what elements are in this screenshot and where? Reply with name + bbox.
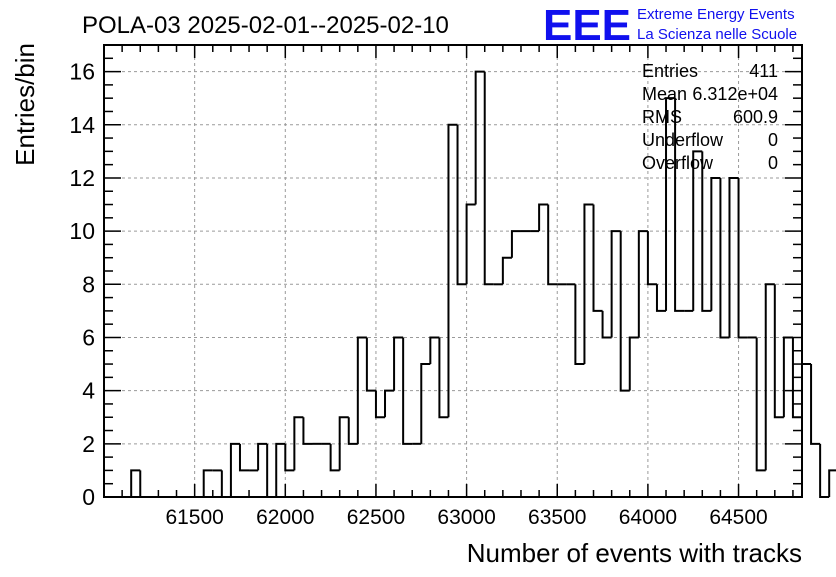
histogram-bin bbox=[719, 177, 730, 339]
histogram-bin bbox=[293, 416, 304, 471]
histogram-bin bbox=[429, 336, 440, 365]
histogram-bin bbox=[338, 416, 349, 471]
x-tick-label: 64000 bbox=[619, 506, 677, 529]
histogram-bin bbox=[810, 364, 821, 445]
histogram-bin bbox=[374, 390, 386, 419]
y-tick-label: 0 bbox=[82, 484, 95, 510]
stats-value: 411 bbox=[749, 61, 778, 81]
x-tick-label: 62000 bbox=[256, 506, 314, 529]
histogram-bin bbox=[764, 283, 775, 471]
stats-label: Underflow bbox=[642, 130, 724, 150]
histogram-bin bbox=[220, 470, 231, 498]
grid bbox=[104, 45, 802, 497]
histogram-bin bbox=[828, 469, 836, 497]
histogram-bin bbox=[773, 284, 784, 419]
histogram-bin bbox=[728, 176, 739, 338]
histogram-bin bbox=[456, 124, 467, 286]
histogram-bin bbox=[257, 442, 268, 471]
logo-line1: Extreme Energy Events bbox=[637, 6, 795, 23]
histogram-bin bbox=[665, 97, 676, 311]
logo-mark: EEE bbox=[543, 1, 631, 50]
histogram-bin bbox=[447, 123, 458, 418]
stats-box: Entries 411 Mean 6.312e+04 RMS 600.9 Underflow… bbox=[642, 61, 778, 173]
y-tick-label: 16 bbox=[69, 59, 95, 85]
stats-value: 0 bbox=[768, 130, 778, 150]
stats-label: Entries bbox=[642, 61, 698, 81]
stats-value: 6.312e+04 bbox=[692, 84, 778, 104]
histogram-bin bbox=[402, 337, 413, 445]
histogram-bin bbox=[365, 337, 376, 392]
histogram-bin bbox=[202, 469, 213, 497]
histogram-bin bbox=[238, 443, 250, 472]
histogram-bin bbox=[737, 177, 748, 339]
y-tick-label: 8 bbox=[82, 271, 95, 297]
histogram-bin bbox=[302, 417, 313, 445]
y-tick-label: 4 bbox=[82, 378, 95, 404]
histogram-bin bbox=[266, 443, 277, 498]
logo-line2: La Scienza nelle Scuole bbox=[637, 26, 797, 43]
histogram-bin bbox=[465, 203, 476, 285]
x-tick-label: 64500 bbox=[709, 506, 767, 529]
x-tick-label: 62500 bbox=[347, 506, 405, 529]
x-tick-label: 63500 bbox=[528, 506, 586, 529]
y-tick-label: 2 bbox=[82, 431, 95, 457]
histogram-bin bbox=[356, 336, 367, 444]
x-axis-label: Number of events with tracks bbox=[467, 538, 802, 568]
histogram-bin bbox=[701, 151, 712, 312]
histogram-bin bbox=[628, 336, 639, 391]
histogram-bin bbox=[284, 443, 295, 472]
stats-label: RMS bbox=[642, 107, 682, 127]
histogram-bin bbox=[619, 231, 630, 392]
x-tick-label: 61500 bbox=[165, 506, 223, 529]
histogram-bin bbox=[538, 203, 549, 232]
eee-logo: EEE Extreme Energy Events La Scienza nel… bbox=[543, 1, 797, 50]
histogram-bin bbox=[547, 204, 558, 286]
x-tick-label: 63000 bbox=[437, 506, 495, 529]
histogram-bin bbox=[801, 363, 812, 418]
stats-value: 600.9 bbox=[733, 107, 778, 127]
histogram-bin bbox=[384, 389, 395, 418]
histogram-bin bbox=[229, 442, 240, 497]
histogram-bin bbox=[637, 230, 648, 338]
histogram-bin bbox=[574, 284, 585, 366]
stats-value: 0 bbox=[768, 153, 778, 173]
stats-label: Overflow bbox=[642, 153, 714, 173]
histogram-bin bbox=[674, 98, 685, 312]
histogram-bin bbox=[692, 150, 703, 311]
y-axis-label: Entries/bin bbox=[10, 43, 40, 166]
histogram-bin bbox=[610, 230, 621, 338]
y-tick-label: 14 bbox=[69, 112, 95, 138]
chart-title: POLA-03 2025-02-01--2025-02-10 bbox=[82, 12, 449, 39]
histogram-bin bbox=[393, 336, 404, 391]
stats-label: Mean bbox=[642, 84, 687, 104]
histogram-bin bbox=[601, 310, 612, 339]
histogram-bin bbox=[329, 443, 340, 472]
histogram-bin bbox=[501, 256, 512, 285]
histogram-bin bbox=[819, 443, 830, 498]
histogram-bin bbox=[139, 470, 150, 498]
histogram-bin bbox=[474, 70, 485, 205]
histogram-bin bbox=[275, 442, 286, 497]
histogram-bin bbox=[755, 337, 766, 472]
histogram-bin bbox=[782, 336, 793, 418]
histogram-bin bbox=[510, 230, 521, 258]
histogram-bin bbox=[130, 469, 141, 497]
histogram-bin bbox=[646, 231, 657, 286]
histogram-bin bbox=[592, 204, 603, 312]
histogram-bin bbox=[347, 417, 358, 445]
axes: 61500 62000 62500 63000 63500 64000 64500 0 2 4 6 8… bbox=[69, 44, 803, 529]
histogram-bin bbox=[655, 284, 667, 312]
histogram-bin bbox=[710, 176, 721, 311]
histogram-bin bbox=[483, 71, 494, 286]
y-tick-label: 6 bbox=[82, 324, 95, 350]
plot-frame bbox=[103, 44, 803, 498]
y-tick-label: 12 bbox=[69, 165, 95, 191]
y-tick-label: 10 bbox=[69, 218, 95, 244]
histogram-bin bbox=[420, 363, 431, 444]
histogram-bin bbox=[438, 337, 449, 419]
histogram-bin bbox=[583, 203, 594, 365]
